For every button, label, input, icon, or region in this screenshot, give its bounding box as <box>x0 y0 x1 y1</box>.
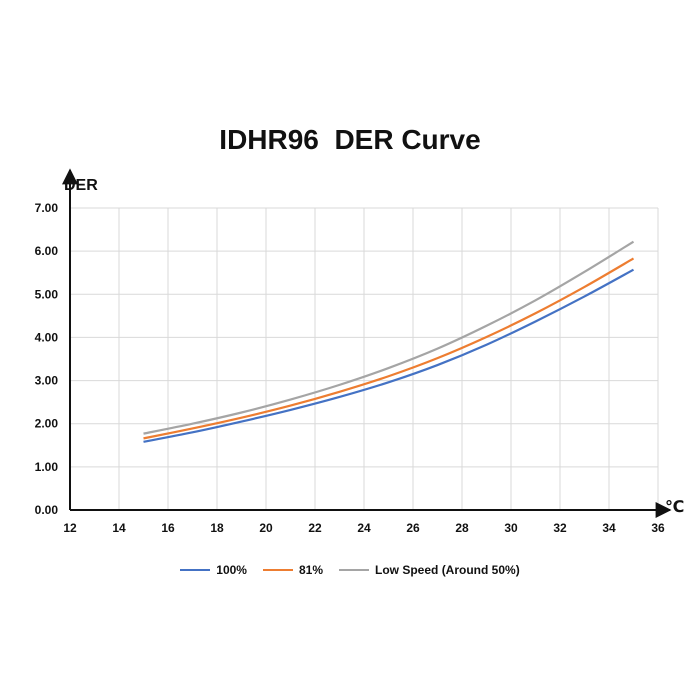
x-tick-label: 20 <box>259 521 273 535</box>
legend-label: 100% <box>216 563 247 577</box>
legend-swatch <box>180 569 211 571</box>
y-tick-label: 4.00 <box>35 330 59 344</box>
series-line <box>143 268 635 443</box>
series-lines <box>143 240 635 443</box>
x-tick-label: 22 <box>308 521 322 535</box>
y-axis-title: DER <box>64 177 98 194</box>
x-tick-label: 12 <box>63 521 77 535</box>
x-tick-label: 26 <box>406 521 420 535</box>
grid-lines <box>69 207 659 511</box>
y-tick-label: 5.00 <box>35 287 59 301</box>
series-line <box>143 240 635 435</box>
legend-item: 100% <box>180 563 247 577</box>
chart-title: IDHR96 DER Curve <box>219 124 481 155</box>
x-tick-label: 32 <box>553 521 567 535</box>
x-axis-title: ℃ <box>665 499 684 516</box>
tick-labels: 12 14 16 18 20 22 24 26 28 30 32 34 36 0.00 1.00 2.00 3.… <box>35 201 665 535</box>
legend: 100% 81% Low Speed (Around 50%) <box>0 563 700 577</box>
legend-item: 81% <box>262 563 324 577</box>
series-line <box>143 257 635 440</box>
legend-label: 81% <box>298 563 324 577</box>
y-tick-label: 6.00 <box>35 244 59 258</box>
legend-label: Low Speed (Around 50%) <box>375 563 520 577</box>
y-tick-label: 0.00 <box>35 503 59 517</box>
x-tick-label: 28 <box>455 521 469 535</box>
y-tick-label: 3.00 <box>35 374 59 388</box>
y-tick-label: 1.00 <box>35 460 59 474</box>
x-tick-label: 18 <box>210 521 224 535</box>
y-tick-label: 7.00 <box>35 201 59 215</box>
legend-item: Low Speed (Around 50%) <box>339 563 520 577</box>
x-tick-label: 14 <box>112 521 126 535</box>
legend-swatch <box>339 569 370 571</box>
x-tick-label: 16 <box>161 521 175 535</box>
axes <box>62 168 672 518</box>
legend-swatch <box>262 569 293 571</box>
x-tick-label: 30 <box>504 521 518 535</box>
x-tick-label: 36 <box>651 521 665 535</box>
x-tick-label: 24 <box>357 521 371 535</box>
x-tick-label: 34 <box>602 521 616 535</box>
y-tick-label: 2.00 <box>35 417 59 431</box>
